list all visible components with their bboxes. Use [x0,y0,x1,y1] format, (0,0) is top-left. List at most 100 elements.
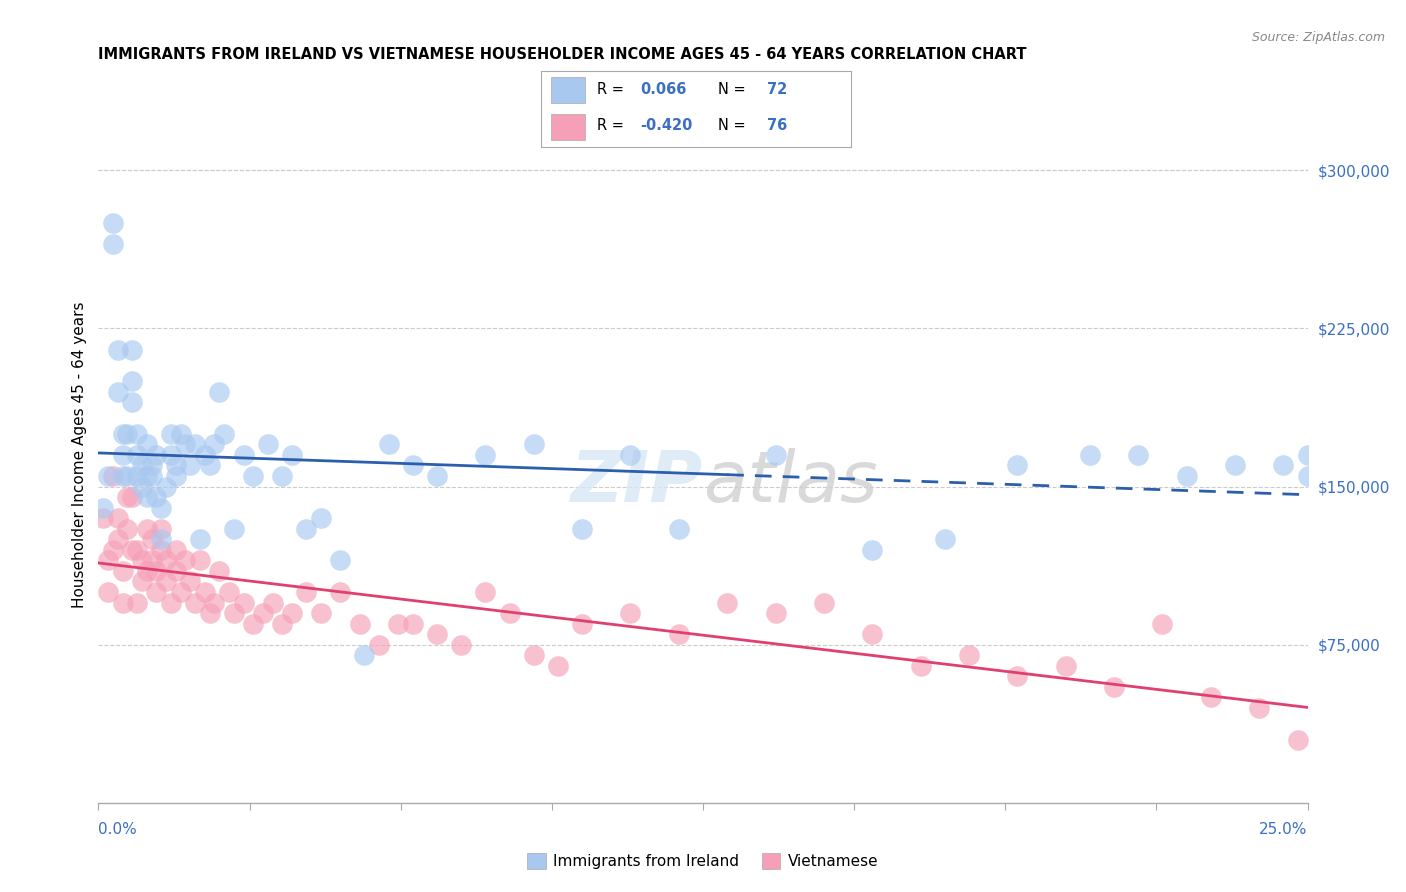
Point [222,606,245,620]
Point [101,469,124,483]
Point [450,638,472,652]
Point [218,585,240,599]
Point [523,648,546,663]
Point [145,490,167,504]
Point [135,437,157,451]
Point [194,585,217,599]
Point [131,479,153,493]
Point [474,585,496,599]
Text: 76: 76 [768,119,787,134]
Point [668,627,690,641]
Point [97,553,120,567]
Text: N =: N = [717,119,745,134]
Point [1296,448,1319,462]
Point [150,500,173,515]
Point [127,542,149,557]
Point [426,627,449,641]
Text: 25.0%: 25.0% [1260,822,1308,837]
Point [117,490,139,504]
Point [271,616,294,631]
Legend: Immigrants from Ireland, Vietnamese: Immigrants from Ireland, Vietnamese [522,847,884,875]
Y-axis label: Householder Income Ages 45 - 64 years: Householder Income Ages 45 - 64 years [72,301,87,608]
Point [121,542,143,557]
Point [368,638,391,652]
Point [141,553,163,567]
Text: 72: 72 [768,82,787,97]
Point [107,343,129,357]
Point [169,585,191,599]
Point [111,564,134,578]
Point [212,426,235,441]
Point [198,458,221,473]
Point [188,553,211,567]
Point [127,448,149,462]
Point [329,553,352,567]
Point [111,595,134,609]
Point [174,553,197,567]
Point [155,479,177,493]
Point [160,426,183,441]
Point [1175,469,1198,483]
Point [121,490,143,504]
Point [135,490,157,504]
Point [295,585,318,599]
Text: Source: ZipAtlas.com: Source: ZipAtlas.com [1251,31,1385,45]
Point [957,648,980,663]
Point [1152,616,1174,631]
Point [145,585,167,599]
Point [232,595,254,609]
Point [208,564,231,578]
Point [1102,680,1125,694]
Point [145,448,167,462]
Point [155,553,177,567]
Point [402,458,425,473]
Point [1296,469,1319,483]
Point [160,595,183,609]
Point [523,437,546,451]
Point [117,522,139,536]
Point [571,522,593,536]
FancyBboxPatch shape [551,114,585,140]
Point [765,606,787,620]
Point [127,469,149,483]
Point [547,658,569,673]
Point [97,585,120,599]
Point [1286,732,1309,747]
Point [252,606,274,620]
Point [107,511,129,525]
Text: atlas: atlas [703,449,877,517]
Point [107,384,129,399]
Point [1249,701,1271,715]
Point [256,437,278,451]
Point [131,458,153,473]
Point [101,216,124,230]
Point [91,500,114,515]
Point [387,616,409,631]
Point [188,533,211,547]
Point [150,522,173,536]
Point [141,469,163,483]
Point [716,595,738,609]
Point [353,648,375,663]
Point [111,448,134,462]
Point [179,458,201,473]
Point [184,437,207,451]
Point [281,606,304,620]
Point [165,469,187,483]
Point [765,448,787,462]
Point [204,437,226,451]
Point [242,469,264,483]
Point [131,553,153,567]
Point [169,426,191,441]
Point [101,237,124,252]
Point [934,533,956,547]
Point [131,574,153,589]
Point [309,511,332,525]
Point [97,469,120,483]
Point [121,343,143,357]
Point [135,469,157,483]
Point [295,522,318,536]
Text: 0.0%: 0.0% [98,822,138,837]
Text: IMMIGRANTS FROM IRELAND VS VIETNAMESE HOUSEHOLDER INCOME AGES 45 - 64 YEARS CORR: IMMIGRANTS FROM IRELAND VS VIETNAMESE HO… [98,47,1026,62]
Text: R =: R = [598,119,624,134]
